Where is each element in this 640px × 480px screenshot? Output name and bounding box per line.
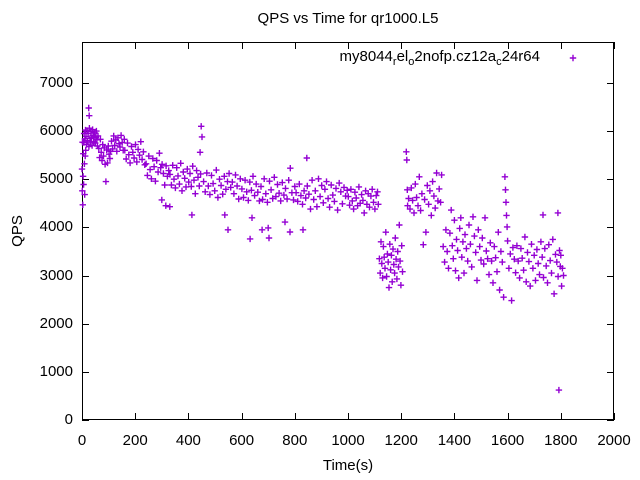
- scatter-points: [78, 104, 567, 394]
- x-tick-label: 400: [175, 432, 201, 449]
- y-tick-label: 6000: [39, 122, 73, 140]
- y-tick-label: 1000: [39, 362, 73, 380]
- legend-label-text: el: [396, 48, 409, 65]
- legend-label-text: my8044: [339, 48, 393, 65]
- x-tick-label: 1000: [331, 432, 365, 449]
- legend-label-text: 24r64: [501, 48, 540, 65]
- y-tick-label: 5000: [39, 170, 73, 188]
- x-tick-label: 1600: [490, 432, 525, 449]
- y-tick-label: 0: [64, 411, 73, 428]
- legend-plus-marker-icon: [569, 54, 577, 62]
- x-tick-label: 2000: [597, 432, 631, 449]
- x-tick-label: 600: [229, 432, 255, 449]
- y-tick-label: 3000: [39, 266, 73, 284]
- x-axis-label: Time(s): [322, 457, 374, 474]
- y-tick-label: 4000: [39, 218, 73, 236]
- axis-tick-marks: [82, 42, 615, 421]
- x-tick-label: 1200: [384, 432, 418, 449]
- legend-series-label: my8044relo2nofp.cz12ac24r64: [339, 48, 540, 68]
- legend-label-subscript: o: [408, 56, 415, 68]
- x-tick-label: 200: [122, 432, 148, 449]
- legend-label-text: 2nofp.cz12a: [414, 48, 497, 65]
- x-tick-label: 800: [282, 432, 308, 449]
- plot-border: [82, 42, 614, 420]
- y-tick-label: 7000: [39, 73, 73, 91]
- chart-title: QPS vs Time for qr1000.L5: [257, 10, 439, 27]
- legend-label-subscript: r: [392, 56, 397, 68]
- x-tick-label: 0: [77, 432, 87, 449]
- x-tick-label: 1800: [544, 432, 578, 449]
- x-tick-label: 1400: [437, 432, 472, 449]
- y-tick-label: 2000: [39, 314, 73, 332]
- legend-label-subscript: c: [496, 56, 502, 68]
